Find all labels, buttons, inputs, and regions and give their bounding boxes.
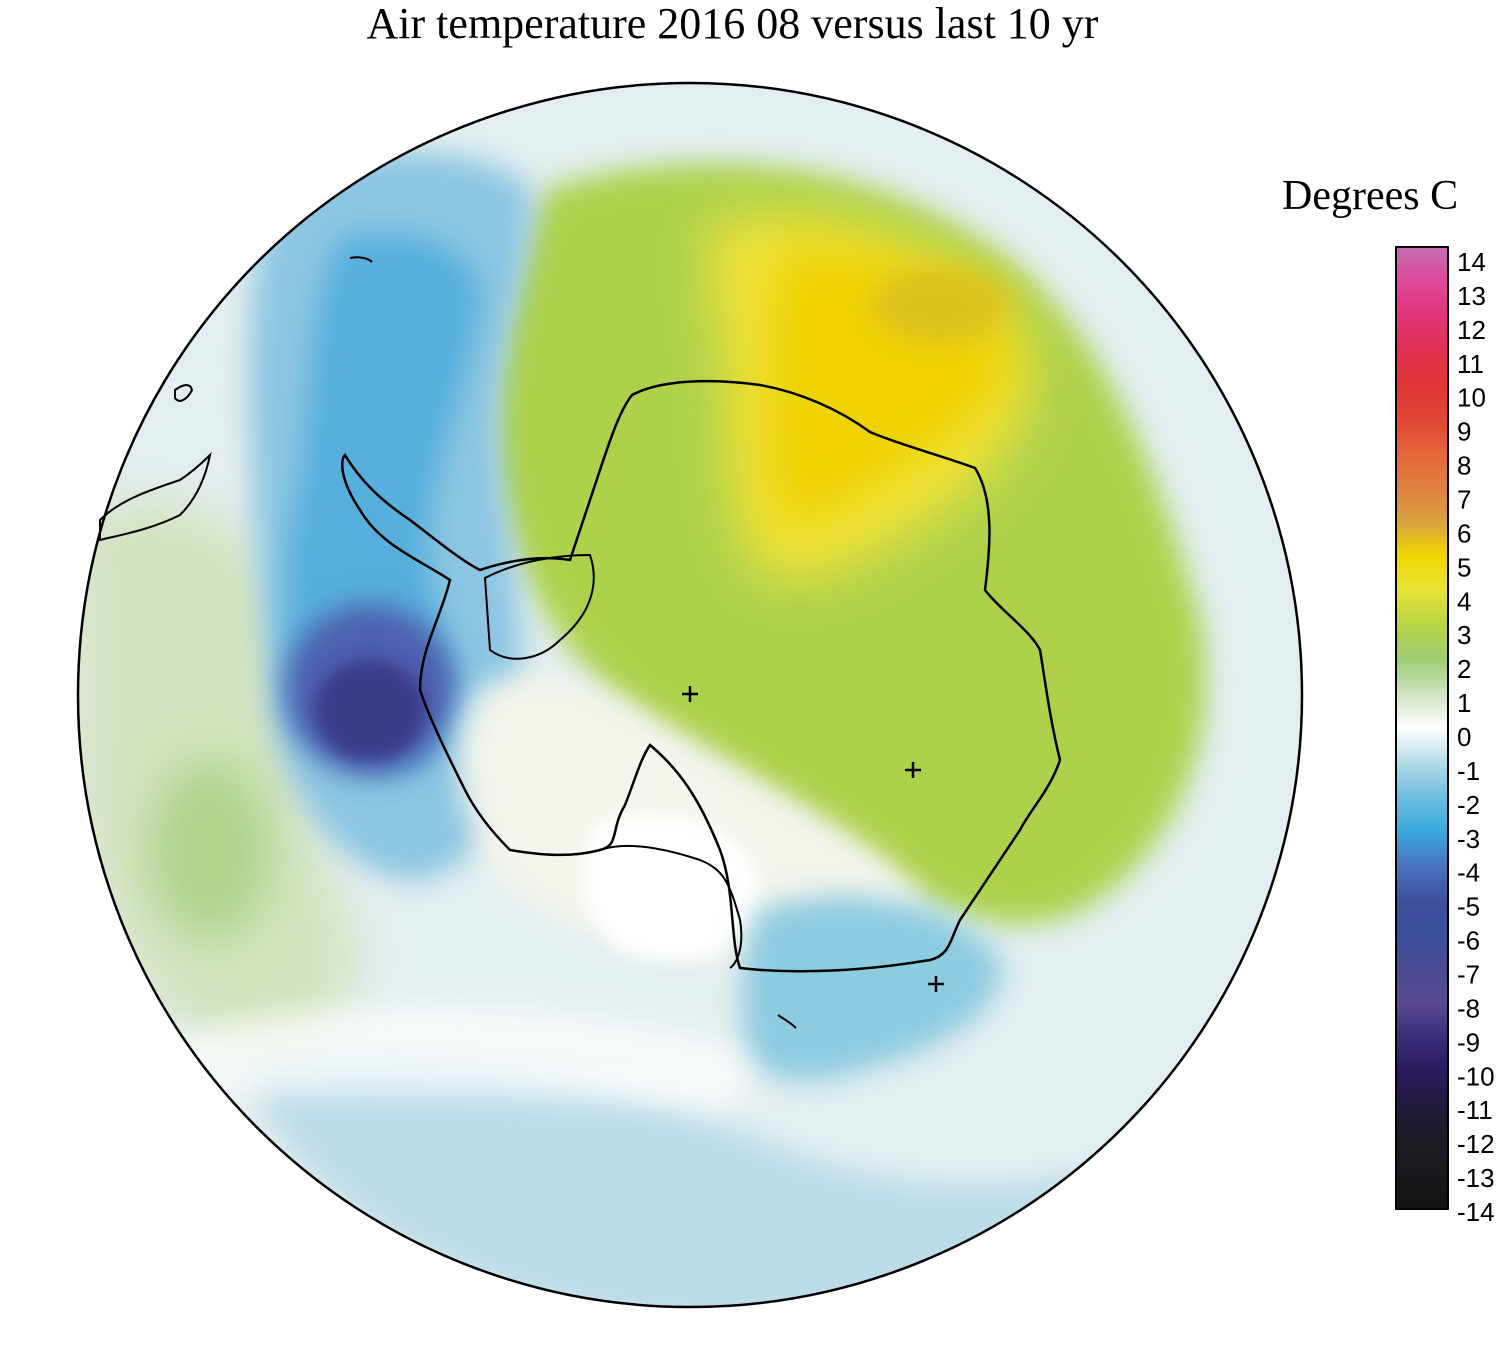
antarctica-coastline [341, 379, 1062, 973]
anomaly-peninsula-min [315, 660, 425, 760]
colorbar-tick-label: -4 [1457, 858, 1480, 888]
island-outline [777, 1014, 797, 1029]
colorbar-tick-label: 11 [1457, 349, 1484, 379]
colorbar-ticks: 14131211109876543210-1-2-3-4-5-6-7-8-9-1… [1457, 247, 1495, 1227]
colorbar-tick-label: 7 [1457, 485, 1471, 515]
colorbar-tick-label: -8 [1457, 993, 1480, 1023]
anomaly-peak-east [870, 265, 1010, 345]
station-marker [928, 976, 944, 992]
colorbar-tick-label: -5 [1457, 892, 1480, 922]
colorbar-tick-label: -11 [1457, 1095, 1493, 1125]
colorbar-tick-label: 8 [1457, 451, 1471, 481]
colorbar-tick-label: -13 [1457, 1163, 1495, 1193]
island-outline [174, 384, 194, 402]
anomaly-center-west-green [150, 760, 270, 940]
colorbar-tick-label: 1 [1457, 688, 1471, 718]
colorbar-title: Degrees C [1282, 173, 1459, 219]
colorbar-tick-label: 9 [1457, 417, 1471, 447]
anomaly-region-south-cool [742, 896, 1001, 1080]
colorbar-tick-label: 2 [1457, 654, 1471, 684]
colorbar-tick-label: -12 [1457, 1129, 1495, 1159]
colorbar-tick-label: 13 [1457, 281, 1486, 311]
colorbar-tick-label: -2 [1457, 790, 1480, 820]
colorbar-tick-label: -1 [1457, 756, 1480, 786]
colorbar-tick-label: 3 [1457, 620, 1471, 650]
colorbar-tick-label: 12 [1457, 315, 1486, 345]
anomaly-region-ross-white [582, 813, 760, 960]
colorbar-tick-label: -7 [1457, 960, 1480, 990]
map-title: Air temperature 2016 08 versus last 10 y… [366, 0, 1099, 48]
map-border [76, 81, 1304, 1309]
colorbar-gradient [1395, 246, 1449, 1210]
colorbar-tick-label: 0 [1457, 722, 1471, 752]
island-outline [349, 256, 373, 263]
colorbar-tick-label: -6 [1457, 926, 1480, 956]
colorbar-tick-label: -14 [1457, 1197, 1495, 1227]
colorbar-tick-label: -3 [1457, 824, 1480, 854]
station-marker [905, 762, 921, 778]
weddell-ice-shelf-outline [599, 844, 743, 969]
colorbar-tick-label: 6 [1457, 518, 1471, 548]
colorbar-tick-label: 14 [1457, 247, 1486, 277]
colorbar-tick-label: -10 [1457, 1061, 1495, 1091]
colorbar-tick-label: -9 [1457, 1027, 1480, 1057]
colorbar-tick-label: 4 [1457, 586, 1471, 616]
ross-ice-shelf-outline [483, 553, 595, 660]
colorbar-tick-label: 10 [1457, 383, 1486, 413]
station-marker [682, 686, 698, 702]
south-america-coastline [99, 451, 212, 542]
anomaly-region-outer-neutral [160, 1006, 750, 1110]
colorbar-tick-label: 5 [1457, 552, 1471, 582]
